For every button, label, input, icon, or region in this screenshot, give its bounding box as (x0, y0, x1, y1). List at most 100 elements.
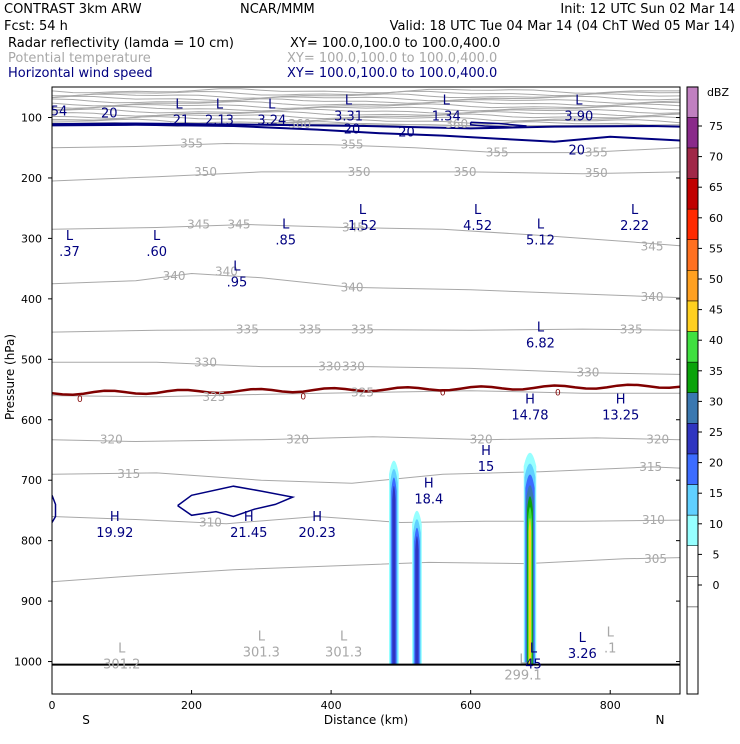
extremum-marker: L (268, 98, 276, 113)
theta-label: 350 (585, 166, 608, 180)
extremum-marker: L (474, 203, 482, 218)
forecast-hour: Fcst: 54 h (4, 19, 68, 34)
extremum-value: 1.34 (432, 109, 461, 124)
theta-contour-upper (52, 115, 680, 122)
y-tick-label: 400 (21, 293, 42, 306)
colorbar-label: 65 (709, 181, 723, 194)
colorbar-label: 20 (709, 457, 723, 470)
theta-label: 360 (288, 117, 311, 131)
colorbar-cell (686, 453, 699, 485)
extremum-marker: H (481, 444, 491, 459)
colorbar-label: 30 (709, 395, 723, 408)
wind-label: 0 (300, 393, 306, 403)
extremum-marker: L (607, 625, 615, 640)
extremum-value: 20.23 (299, 526, 336, 541)
theta-contour-upper (52, 100, 680, 107)
theta-label: 330 (194, 355, 217, 369)
extremum-marker: L (216, 98, 224, 113)
theta-label: 350 (454, 165, 477, 179)
colorbar-label: 35 (709, 365, 723, 378)
y-tick-label: 600 (21, 414, 42, 427)
theta-contour (52, 515, 680, 525)
theta-label: 335 (299, 323, 322, 337)
field-reflectivity-name: Radar reflectivity (lamda = 10 cm) (8, 36, 234, 51)
extremum-marker: L (258, 630, 266, 645)
reflectivity-plume (392, 485, 396, 665)
y-tick-label: 200 (21, 172, 42, 185)
extremum-value: 299.1 (504, 669, 541, 684)
theta-contour (52, 466, 680, 484)
colorbar-cell (686, 117, 699, 149)
wind-label: 20 (101, 106, 118, 121)
y-tick-label: 100 (21, 112, 42, 125)
extremum-value: 4.52 (463, 219, 492, 234)
extremum-marker: L (66, 229, 74, 244)
wind-label: 0 (440, 388, 446, 398)
extremum-value: .60 (146, 245, 167, 260)
colorbar-cell (686, 576, 699, 608)
wind-contour-cell (469, 121, 527, 128)
extremum-marker: H (525, 393, 535, 408)
y-tick-label: 700 (21, 474, 42, 487)
theta-label: 345 (641, 239, 664, 253)
theta-contour-upper (52, 103, 680, 110)
wind-label: 0 (555, 388, 561, 398)
x-tick-label: 400 (321, 699, 342, 712)
theta-label: 330 (318, 360, 341, 374)
theta-label: 335 (236, 323, 259, 337)
theta-label: 330 (342, 360, 365, 374)
colorbar-cell (686, 208, 699, 240)
x-tick-label: 0 (49, 699, 56, 712)
colorbar-label: 0 (713, 579, 720, 592)
colorbar-label: 40 (709, 334, 723, 347)
extremum-marker: L (153, 229, 161, 244)
wind-contour-max (177, 485, 296, 518)
theta-label: 350 (194, 165, 217, 179)
wind-contour-20 (52, 123, 680, 143)
colorbar-cell (686, 392, 699, 424)
field-reflectivity-xy: XY= 100.0,100.0 to 100.0,400.0 (290, 36, 500, 51)
colorbar-cell (686, 331, 699, 363)
theta-label: 330 (576, 366, 599, 380)
extremum-value: 301.3 (243, 646, 280, 661)
extremum-marker: L (340, 630, 348, 645)
theta-label: 340 (163, 269, 186, 283)
colorbar-label: 5 (713, 548, 720, 561)
wind-contour-jet (52, 122, 680, 130)
colorbar-label: 10 (709, 518, 723, 531)
theta-contour-upper (52, 88, 680, 94)
extremum-value: 45 (525, 658, 542, 673)
colorbar-frame (686, 86, 699, 695)
wind-contour-zero (52, 383, 680, 396)
y-tick-label: 1000 (14, 656, 42, 669)
colorbar-cell (686, 361, 699, 393)
plot-frame (51, 86, 681, 695)
extremum-value: 3.26 (568, 647, 597, 662)
extremum-value: 6.82 (526, 337, 555, 352)
theta-label: 345 (187, 217, 210, 231)
theta-contour-upper (52, 108, 680, 115)
x-axis-label: Distance (km) (324, 713, 408, 727)
theta-label: 310 (199, 516, 222, 530)
extremum-marker: H (616, 393, 626, 408)
colorbar-cell (686, 514, 699, 546)
colorbar-cell (686, 178, 699, 210)
colorbar-cell (686, 147, 699, 179)
extremum-value: 13.25 (602, 409, 639, 424)
theta-label: 320 (646, 433, 669, 447)
wind-label: 20 (344, 123, 361, 138)
extremum-value: 301.2 (103, 658, 140, 673)
theta-label: 350 (348, 165, 371, 179)
field-theta-xy: XY= 100.0,100.0 to 100.0,400.0 (287, 51, 497, 66)
extremum-value: .1 (604, 641, 616, 656)
model-title: CONTRAST 3km ARW (4, 2, 142, 17)
extremum-marker: L (118, 642, 126, 657)
extremum-value: 15 (478, 460, 495, 475)
theta-contour-upper (52, 105, 680, 112)
institution-label: NCAR/MMM (240, 2, 315, 17)
plot-content: 360 360 355 355 355 355 350 350 350 350 345 345 345 3… (52, 88, 680, 684)
theta-contour (52, 171, 680, 182)
extremum-value: 14.78 (511, 409, 548, 424)
